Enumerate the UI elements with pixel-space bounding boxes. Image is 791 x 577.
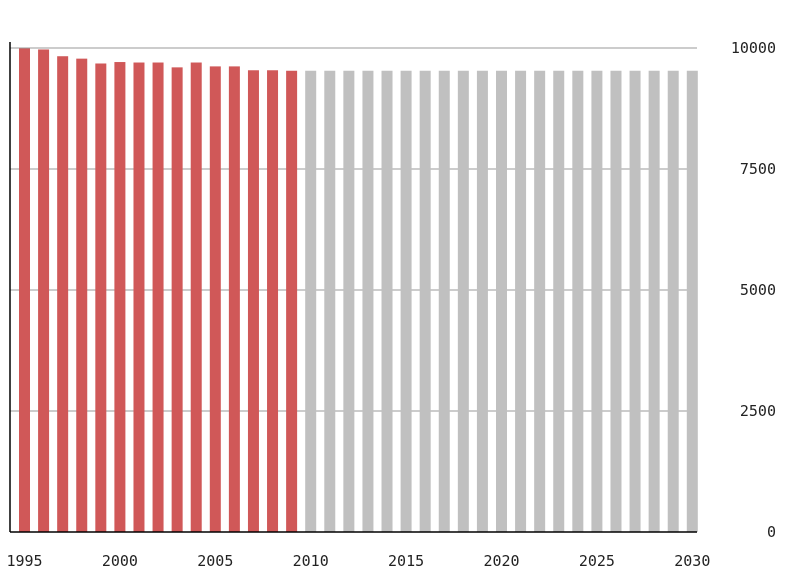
bar-2021	[515, 70, 527, 532]
y-tick-label: 0	[767, 523, 776, 541]
x-tick-label: 1995	[6, 552, 42, 570]
bar-2010	[305, 70, 317, 532]
y-tick-label: 2500	[740, 402, 776, 420]
bar-2015	[400, 70, 412, 532]
bar-2019	[476, 70, 488, 532]
bar-2029	[667, 70, 679, 532]
bar-2004	[190, 62, 202, 533]
bar-2028	[648, 70, 660, 532]
x-tick-labels: 1995 2000 2005 2010 2015 2020 2025 2030	[6, 552, 710, 570]
x-tick-label: 2015	[388, 552, 424, 570]
bar-1998	[76, 58, 88, 533]
bar-2003	[171, 67, 183, 533]
bar-2024	[572, 70, 584, 532]
bar-2017	[438, 70, 450, 532]
bar-1999	[95, 63, 107, 533]
bar-2001	[133, 62, 145, 533]
bar-2002	[152, 62, 164, 533]
x-tick-label: 2005	[197, 552, 233, 570]
bar-1997	[57, 56, 69, 532]
bar-1995	[19, 48, 30, 532]
bar-2012	[343, 70, 355, 532]
bar-1996	[38, 49, 50, 532]
bar-2026	[610, 70, 622, 532]
y-tick-label: 5000	[740, 281, 776, 299]
bars	[19, 48, 698, 533]
bar-2018	[457, 70, 469, 532]
y-tick-label: 10000	[731, 39, 776, 57]
bar-2016	[419, 70, 431, 532]
x-tick-label: 2000	[102, 552, 138, 570]
bar-2005	[209, 66, 221, 532]
bar-2011	[324, 70, 336, 532]
bar-2023	[553, 70, 565, 532]
bar-2000	[114, 62, 126, 532]
bar-2014	[381, 70, 393, 532]
x-tick-label: 2010	[293, 552, 329, 570]
bar-2022	[534, 70, 546, 532]
bar-2013	[362, 70, 374, 532]
bar-2027	[629, 70, 641, 532]
x-tick-label: 2020	[483, 552, 519, 570]
bar-2030	[686, 70, 698, 532]
axes	[9, 42, 697, 533]
bar-2025	[591, 70, 603, 532]
bar-2006	[228, 66, 240, 532]
x-tick-label: 2030	[674, 552, 710, 570]
bar-2008	[267, 70, 279, 532]
x-tick-label: 2025	[579, 552, 615, 570]
bar-2009	[286, 70, 298, 532]
bar-2020	[496, 70, 507, 532]
y-tick-label: 7500	[740, 160, 776, 178]
bar-2007	[247, 70, 259, 532]
y-tick-labels: 0 2500 5000 7500 10000	[731, 39, 776, 541]
